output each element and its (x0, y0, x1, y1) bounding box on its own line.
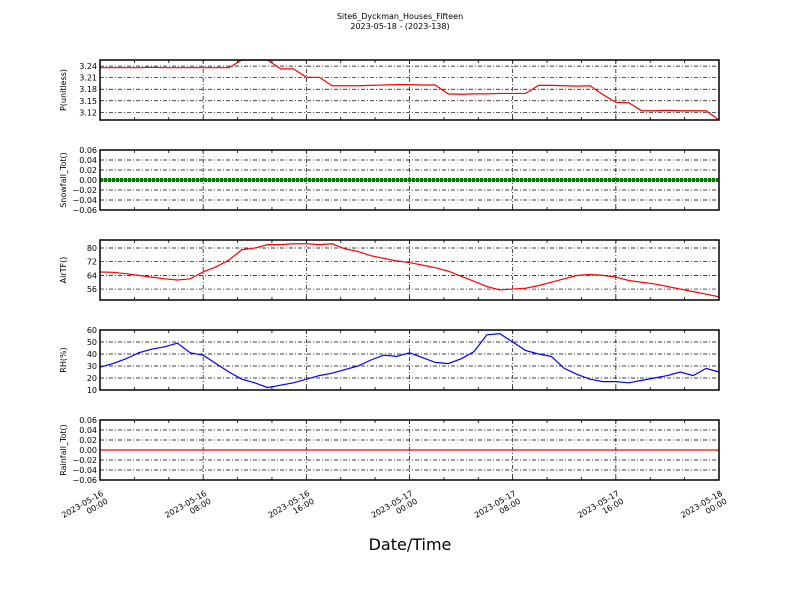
y-tick-label: 0.06 (79, 416, 97, 425)
chart-subtitle: 2023-05-18 - (2023-138) (350, 22, 449, 31)
chart-title: Site6_Dyckman_Houses_Fifteen (337, 12, 463, 21)
y-axis-label: RH(%) (59, 347, 68, 372)
subplot-2: −0.06−0.04−0.020.000.020.040.06 Snowfall_… (59, 146, 720, 215)
subplot-1: 3.12 3.15 3.18 3.21 3.24 P(unitless) (59, 59, 720, 121)
series-line (99, 332, 720, 389)
y-tick-label: 3.18 (79, 85, 97, 94)
y-axis-label: AirTF() (59, 257, 68, 284)
y-tick-label: −0.04 (72, 196, 97, 205)
y-tick-label: −0.06 (72, 476, 97, 485)
y-tick-label: 40 (87, 350, 97, 359)
subplot-5: −0.06−0.04−0.020.000.020.040.06 Rainfall_… (59, 416, 720, 485)
y-tick-label: 0.02 (79, 436, 97, 445)
y-tick-label: 60 (87, 326, 97, 335)
y-tick-label: 0.00 (79, 446, 97, 455)
series-line (100, 59, 720, 121)
y-tick-label: 56 (87, 285, 97, 294)
y-tick-label: 0.04 (79, 156, 97, 165)
y-tick-label: 3.12 (79, 108, 97, 117)
series-line (99, 243, 720, 298)
y-tick-label: 64 (87, 271, 97, 280)
y-axis-label: Rainfall_Tot() (59, 424, 68, 476)
y-tick-label: 72 (87, 258, 97, 267)
y-tick-label: 80 (87, 244, 97, 253)
y-tick-label: 0.06 (79, 146, 97, 155)
subplot-3: 56 64 72 80 AirTF() (59, 239, 720, 301)
y-tick-label: 20 (87, 374, 97, 383)
y-tick-label: 3.15 (79, 97, 97, 106)
y-tick-label: 50 (87, 338, 97, 347)
y-tick-label: 3.21 (79, 74, 97, 83)
y-tick-label: −0.02 (72, 456, 97, 465)
y-axis-label: P(unitless) (59, 69, 68, 111)
y-tick-label: −0.04 (72, 466, 97, 475)
y-tick-label: 0.04 (79, 426, 97, 435)
y-tick-label: 0.02 (79, 166, 97, 175)
y-tick-label: 0.00 (79, 176, 97, 185)
y-tick-label: −0.06 (72, 206, 97, 215)
y-axis-label: Snowfall_Tot() (59, 152, 68, 208)
subplot-4: 10 20 30 40 50 60 RH(%) (59, 326, 720, 395)
y-tick-label: 3.24 (79, 62, 97, 71)
x-axis-label: Date/Time (369, 535, 452, 554)
y-tick-label: 10 (87, 386, 97, 395)
y-tick-label: 30 (87, 362, 97, 371)
y-tick-label: −0.02 (72, 186, 97, 195)
subplots: 3.123.153.183.213.24P(unitless)−0.06−0.0… (59, 59, 720, 485)
